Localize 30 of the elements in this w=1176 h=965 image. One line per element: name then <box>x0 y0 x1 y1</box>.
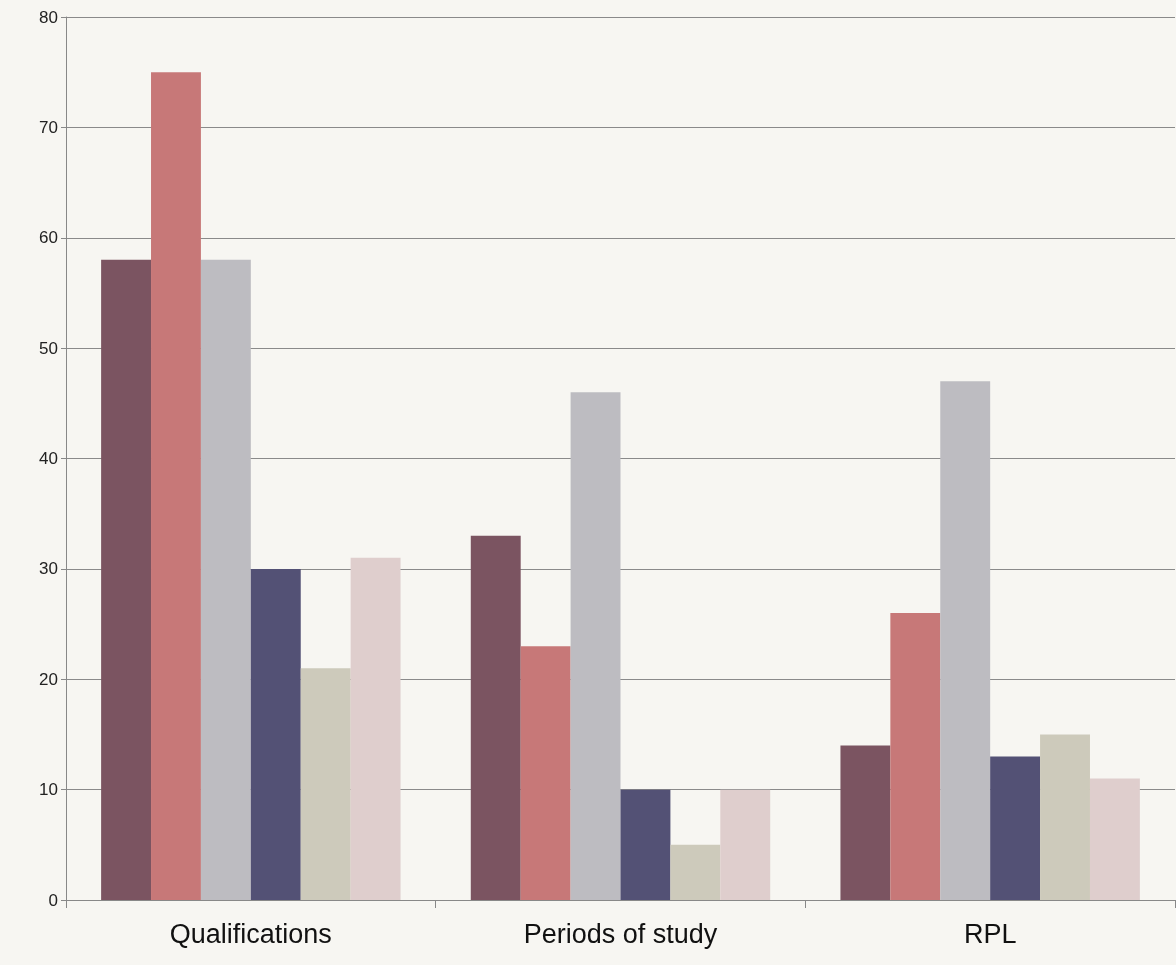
bar <box>200 259 251 900</box>
bar <box>720 789 771 900</box>
bar <box>101 259 152 900</box>
bar <box>470 535 521 900</box>
bar <box>620 789 671 900</box>
bar <box>350 557 401 900</box>
x-tick-label: Qualifications <box>169 918 332 949</box>
bar <box>670 844 721 900</box>
y-tick-label: 60 <box>39 228 58 248</box>
bar <box>890 613 941 900</box>
y-tick-label: 10 <box>39 780 58 800</box>
bar <box>250 568 301 900</box>
bar <box>1089 778 1140 900</box>
y-tick-label: 0 <box>48 890 58 910</box>
bar <box>1040 734 1090 900</box>
bar <box>940 381 991 900</box>
x-tick-label: Periods of study <box>523 918 718 949</box>
y-tick-label: 20 <box>39 669 58 689</box>
bar <box>300 668 351 900</box>
y-tick-label: 30 <box>39 559 58 579</box>
y-tick-label: 50 <box>39 338 58 358</box>
bar <box>990 756 1041 900</box>
bar <box>570 392 621 900</box>
y-tick-label: 70 <box>39 117 58 137</box>
y-tick-label: 80 <box>39 7 58 27</box>
bar <box>840 745 891 900</box>
x-tick-label: RPL <box>963 918 1017 949</box>
bar <box>520 646 571 900</box>
bar <box>151 72 201 900</box>
y-tick-label: 40 <box>39 449 58 468</box>
